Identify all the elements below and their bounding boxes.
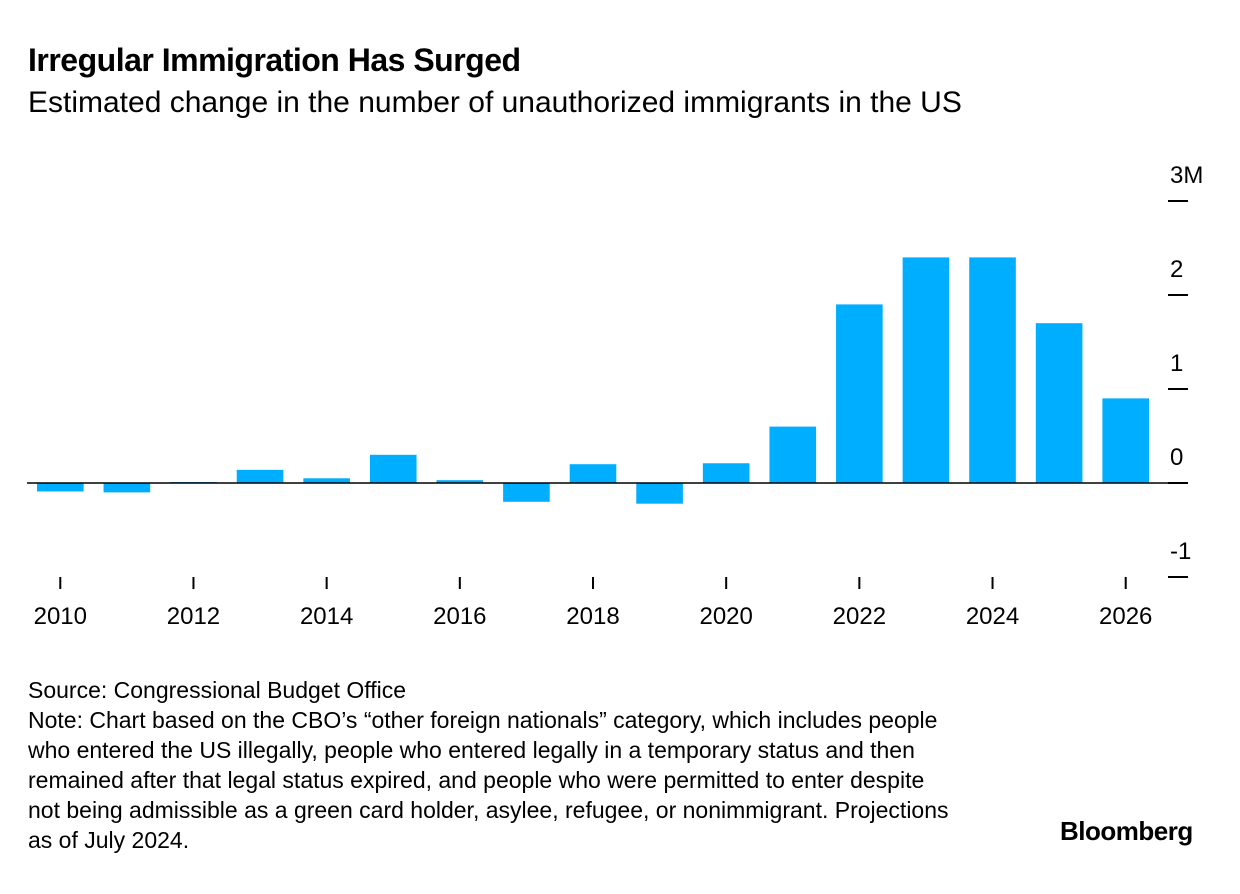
x-tick-label: 2016 <box>433 603 486 630</box>
bar <box>836 304 883 483</box>
x-tick-label: 2026 <box>1099 603 1152 630</box>
bar <box>436 480 484 483</box>
bar <box>1035 323 1083 483</box>
x-tick-label: 2012 <box>167 603 220 630</box>
y-tick-label: 1 <box>1170 350 1183 377</box>
bar <box>303 478 350 483</box>
chart-title: Irregular Immigration Has Surged <box>28 42 521 78</box>
bar <box>969 257 1016 483</box>
bar <box>503 483 550 502</box>
bar <box>369 454 417 483</box>
bar <box>36 483 84 492</box>
y-tick-label: -1 <box>1170 538 1191 565</box>
chart: -1 0 1 2 3M 2010 2012 2014 2016 2018 2020 2022 2024 2… <box>27 162 1203 630</box>
footnotes: Source: Congressional Budget Office Note… <box>28 675 958 855</box>
x-tick-label: 2020 <box>699 603 752 630</box>
x-tick-label: 2024 <box>966 603 1019 630</box>
bar <box>1102 398 1150 483</box>
brand: Bloomberg <box>1060 816 1193 846</box>
x-tick-label: 2010 <box>34 603 87 630</box>
x-tick-label: 2018 <box>566 603 619 630</box>
bar <box>636 483 683 504</box>
chart-subtitle: Estimated change in the number of unauth… <box>28 86 962 119</box>
source: Source: Congressional Budget Office <box>28 677 407 703</box>
x-tick-label: 2014 <box>300 603 353 630</box>
note: Note: Chart based on the CBO’s “other fo… <box>28 707 949 853</box>
bar <box>902 257 950 483</box>
bar <box>702 463 750 483</box>
y-tick-label: 3M <box>1170 162 1203 189</box>
bar <box>236 469 284 483</box>
y-tick-label: 0 <box>1170 444 1183 471</box>
bar <box>103 483 151 493</box>
x-tick-label: 2022 <box>833 603 886 630</box>
bar <box>569 464 617 483</box>
bar <box>769 426 817 483</box>
y-tick-label: 2 <box>1170 256 1183 283</box>
